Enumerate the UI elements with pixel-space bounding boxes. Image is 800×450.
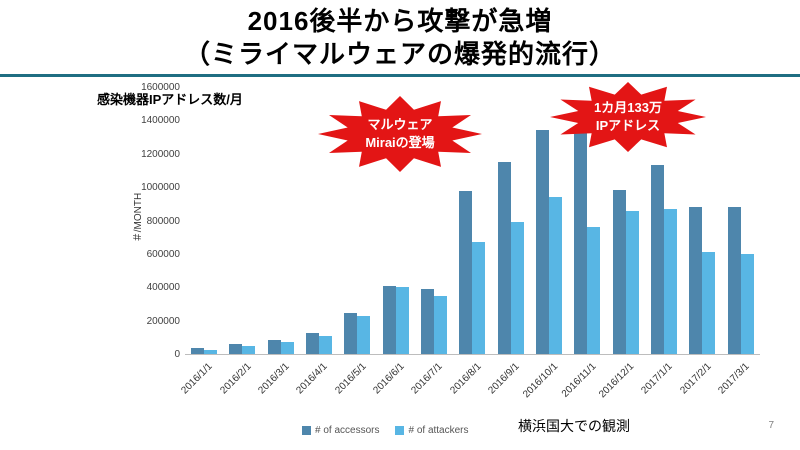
bar-ofattackers-2016/6/1 bbox=[395, 287, 409, 354]
legend-item: # of attackers bbox=[395, 425, 469, 436]
y-axis-tick: 800000 bbox=[146, 215, 180, 227]
bar-ofattackers-2016/11/1 bbox=[587, 227, 601, 354]
bar-ofattackers-2016/5/1 bbox=[357, 315, 371, 354]
bar-group-2016/2/1 bbox=[229, 344, 256, 354]
bar-ofattackers-2017/3/1 bbox=[740, 253, 754, 354]
legend-label: # of accessors bbox=[315, 425, 380, 436]
bar-chart-plot bbox=[185, 88, 760, 355]
bar-group-2017/3/1 bbox=[727, 207, 754, 354]
bar-group-2016/3/1 bbox=[267, 339, 294, 354]
starburst-peak-line-2: IPアドレス bbox=[595, 118, 661, 133]
bar-group-2016/7/1 bbox=[421, 288, 448, 354]
x-axis-label: 2017/3/1 bbox=[716, 361, 752, 397]
bar-ofaccessors-2016/12/1 bbox=[612, 189, 626, 354]
bar-group-2016/11/1 bbox=[574, 132, 601, 354]
bar-ofaccessors-2016/9/1 bbox=[497, 162, 511, 354]
bar-group-2016/8/1 bbox=[459, 190, 486, 354]
bar-ofaccessors-2016/8/1 bbox=[459, 190, 473, 354]
bar-group-2017/1/1 bbox=[651, 165, 678, 354]
legend-label: # of attackers bbox=[408, 425, 469, 436]
legend-swatch bbox=[302, 426, 311, 435]
title-line-1: 2016後半から攻撃が急増 bbox=[247, 6, 553, 36]
observation-note: 横浜国大での観測 bbox=[518, 418, 630, 434]
y-axis-tick: 1400000 bbox=[141, 115, 180, 127]
y-axis-tick: 1200000 bbox=[141, 148, 180, 160]
bar-ofattackers-2016/2/1 bbox=[242, 345, 256, 354]
x-axis-label: 2016/2/1 bbox=[217, 361, 254, 397]
y-axis-tick: 200000 bbox=[146, 315, 180, 327]
bar-ofaccessors-2016/1/1 bbox=[191, 348, 205, 354]
x-axis-label: 2016/7/1 bbox=[409, 361, 445, 397]
chart-title: 感染機器IPアドレス数/月 bbox=[97, 92, 243, 107]
bar-ofaccessors-2017/1/1 bbox=[651, 165, 665, 354]
bar-ofaccessors-2016/6/1 bbox=[382, 285, 396, 354]
bar-ofattackers-2016/12/1 bbox=[625, 210, 639, 354]
y-axis-tick: 400000 bbox=[146, 282, 180, 294]
bar-ofattackers-2017/2/1 bbox=[702, 252, 716, 354]
page-title: 2016後半から攻撃が急増 （ミライマルウェアの爆発的流行） bbox=[0, 5, 800, 72]
page-number: 7 bbox=[768, 420, 774, 431]
y-axis-tick: 1600000 bbox=[141, 82, 180, 93]
y-axis-tick: 600000 bbox=[146, 248, 180, 260]
starburst-mirai-line-2: Miraiの登場 bbox=[365, 135, 435, 150]
bar-group-2016/6/1 bbox=[382, 285, 409, 354]
y-axis-tick: 0 bbox=[174, 349, 180, 360]
bar-group-2016/4/1 bbox=[306, 333, 333, 354]
bar-ofattackers-2016/4/1 bbox=[319, 335, 333, 354]
x-axis-label: 2017/1/1 bbox=[639, 361, 675, 397]
starburst-peak-line-1: 1カ月133万 bbox=[594, 100, 662, 116]
bar-ofaccessors-2016/5/1 bbox=[344, 313, 358, 354]
divider-line bbox=[0, 74, 800, 77]
x-axis-label: 2016/9/1 bbox=[486, 361, 522, 397]
bar-group-2016/1/1 bbox=[191, 348, 218, 354]
x-axis-label: 2016/3/1 bbox=[256, 361, 292, 397]
bar-ofattackers-2016/8/1 bbox=[472, 242, 486, 354]
x-axis-label: 2016/4/1 bbox=[294, 361, 330, 397]
bar-ofaccessors-2017/2/1 bbox=[689, 207, 703, 354]
bar-ofaccessors-2016/4/1 bbox=[306, 333, 320, 354]
bar-ofaccessors-2016/3/1 bbox=[267, 339, 281, 354]
bar-ofaccessors-2016/10/1 bbox=[536, 130, 550, 354]
bar-group-2016/5/1 bbox=[344, 313, 371, 354]
bar-ofattackers-2017/1/1 bbox=[664, 208, 678, 354]
bar-group-2016/12/1 bbox=[612, 189, 639, 354]
bar-ofaccessors-2016/7/1 bbox=[421, 288, 435, 354]
x-axis-label: 2016/8/1 bbox=[447, 361, 484, 397]
x-axis-label: 2016/11/1 bbox=[559, 361, 599, 400]
bar-group-2016/9/1 bbox=[497, 162, 524, 354]
bar-ofattackers-2016/10/1 bbox=[549, 197, 563, 354]
legend-swatch bbox=[395, 426, 405, 435]
y-axis-tick: 1000000 bbox=[141, 182, 180, 194]
legend-item: # of accessors bbox=[302, 425, 379, 436]
bar-ofattackers-2016/1/1 bbox=[204, 349, 218, 354]
bar-ofaccessors-2016/2/1 bbox=[229, 344, 243, 354]
x-axis-label: 2017/2/1 bbox=[677, 361, 714, 397]
x-axis-label: 2016/5/1 bbox=[332, 361, 369, 397]
title-line-2: （ミライマルウェアの爆発的流行） bbox=[183, 39, 616, 70]
bar-ofaccessors-2016/11/1 bbox=[574, 132, 588, 354]
bar-ofattackers-2016/7/1 bbox=[434, 295, 448, 354]
bar-group-2017/2/1 bbox=[689, 207, 716, 354]
x-axis-label: 2016/10/1 bbox=[520, 361, 560, 401]
bar-group-2016/10/1 bbox=[536, 130, 563, 354]
starburst-mirai-line-1: マルウェア bbox=[367, 117, 433, 133]
x-axis-label: 2016/1/1 bbox=[179, 361, 215, 397]
bar-ofaccessors-2017/3/1 bbox=[727, 207, 741, 354]
chart-legend: # of accessors # of attackers bbox=[302, 425, 469, 436]
x-axis-label: 2016/6/1 bbox=[371, 361, 407, 397]
bar-ofattackers-2016/9/1 bbox=[510, 222, 524, 354]
bar-ofattackers-2016/3/1 bbox=[280, 341, 294, 354]
x-axis-label: 2016/12/1 bbox=[597, 361, 637, 401]
